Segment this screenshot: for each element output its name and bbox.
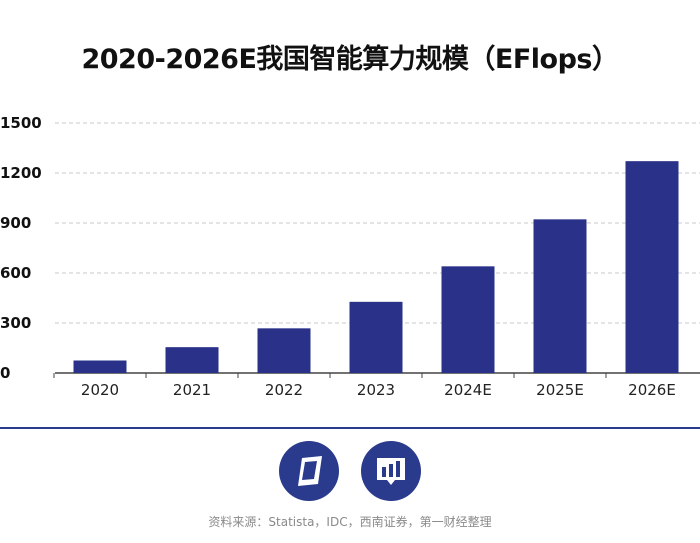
y-tick-label: 600 [0, 264, 31, 282]
yicai-logo-icon [278, 440, 340, 502]
bar-2024e [441, 266, 495, 373]
footer-divider [0, 427, 700, 429]
x-tick-label: 2024E [444, 381, 492, 399]
bar-2020 [73, 360, 127, 373]
y-tick-label: 1500 [0, 114, 42, 132]
y-tick-label: 1200 [0, 164, 42, 182]
y-tick-label: 0 [0, 364, 10, 382]
x-tick-label: 2025E [536, 381, 584, 399]
chart-title: 2020-2026E我国智能算力规模（EFlops） [81, 44, 619, 75]
x-tick-label: 2021 [173, 381, 211, 399]
bar-2022 [257, 328, 311, 373]
x-tick-label: 2020 [81, 381, 119, 399]
bar-2026e [625, 161, 679, 373]
x-tick-label: 2026E [628, 381, 676, 399]
source-note: 资料来源：Statista，IDC，西南证券，第一财经整理 [208, 515, 492, 529]
x-tick-label: 2022 [265, 381, 303, 399]
x-tick-label: 2023 [357, 381, 395, 399]
data-logo-icon [360, 440, 422, 502]
bar-2025e [533, 219, 587, 373]
bar-2023 [349, 301, 403, 373]
y-tick-label: 900 [0, 214, 31, 232]
y-tick-label: 300 [0, 314, 31, 332]
bar-chart: 0 300 600 900 1200 1500 2020 2021 2022 2023 2024E 2… [0, 114, 700, 399]
bar-2021 [165, 347, 219, 373]
